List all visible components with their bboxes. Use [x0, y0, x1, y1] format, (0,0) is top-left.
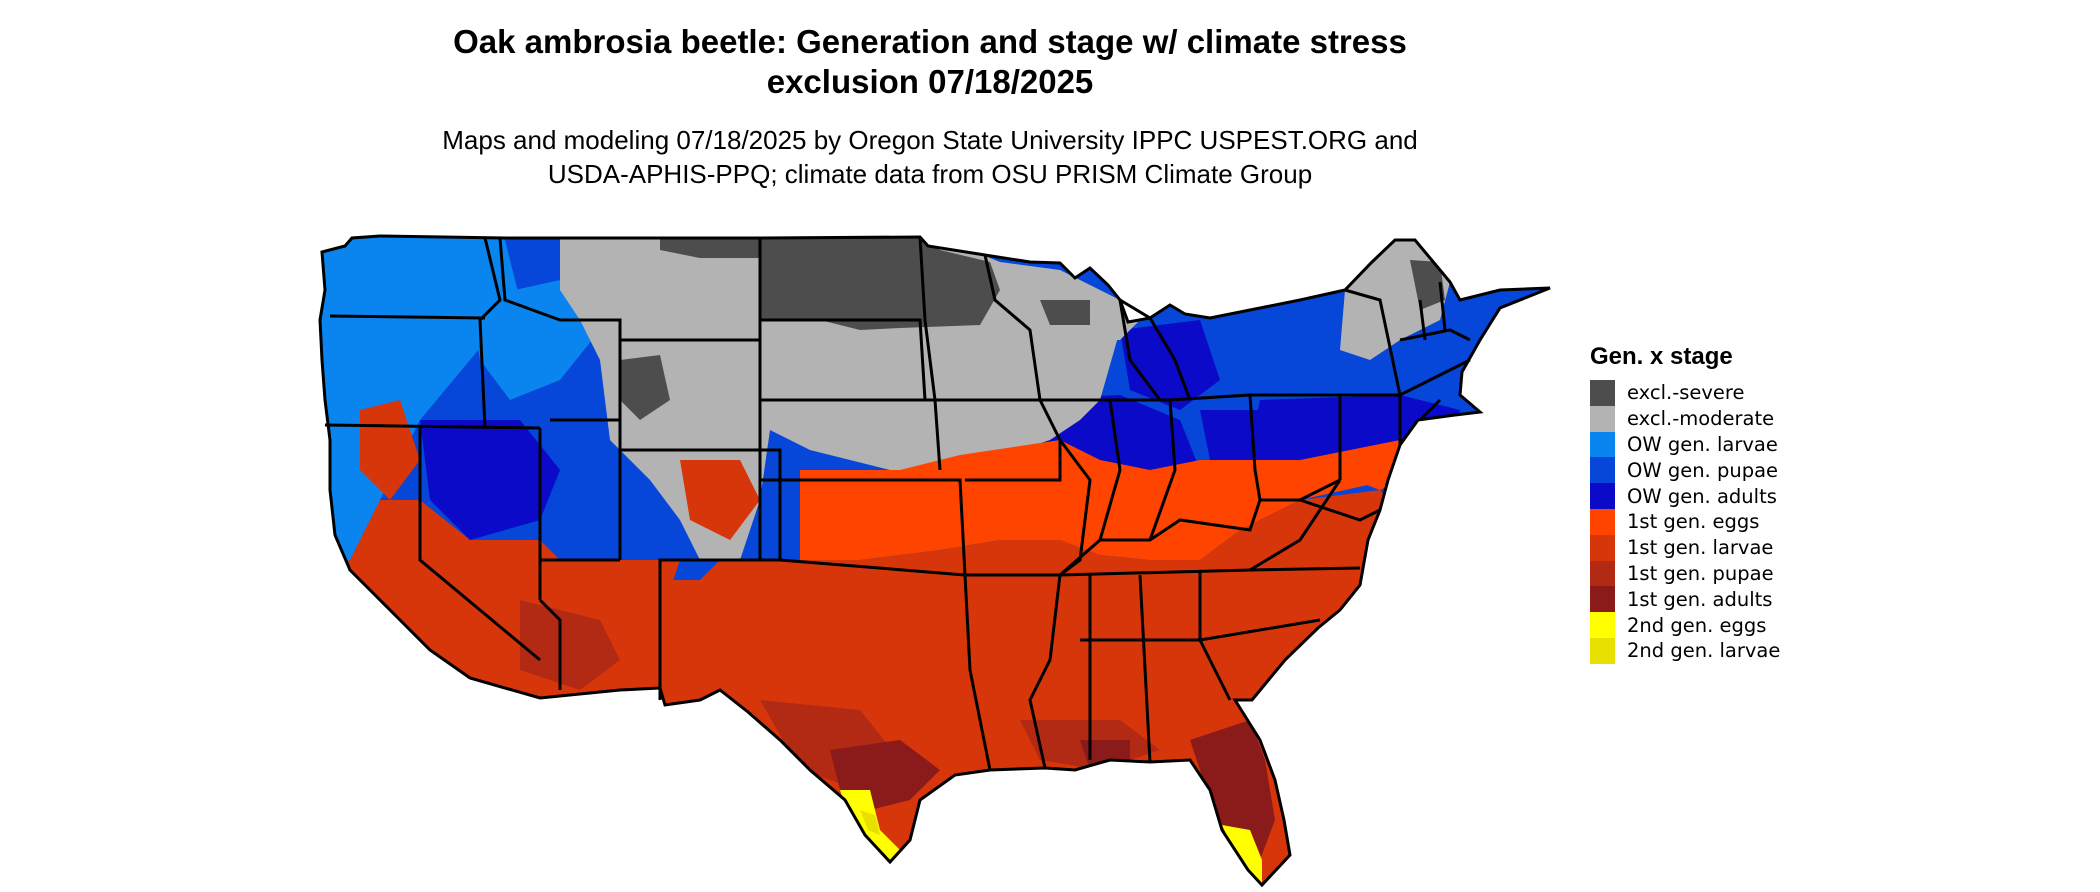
- legend-swatch: [1590, 508, 1615, 535]
- legend-label: excl.-severe: [1627, 381, 1745, 405]
- map-subtitle: Maps and modeling 07/18/2025 by Oregon S…: [330, 123, 1530, 191]
- legend-item: 1st gen. pupae: [1590, 560, 1890, 587]
- legend-label: 2nd gen. eggs: [1627, 613, 1767, 637]
- legend-items: excl.-severe excl.-moderate OW gen. larvae…: [1590, 380, 1890, 664]
- legend-label: 1st gen. pupae: [1627, 561, 1774, 585]
- legend-title: Gen. x stage: [1590, 343, 1733, 370]
- legend-label: OW gen. larvae: [1627, 432, 1778, 456]
- legend-item: 2nd gen. larvae: [1590, 637, 1890, 664]
- legend-item: 1st gen. larvae: [1590, 534, 1890, 561]
- legend-item: 2nd gen. eggs: [1590, 612, 1890, 638]
- legend-item: excl.-moderate: [1590, 405, 1890, 432]
- legend-swatch: [1590, 560, 1615, 587]
- stage-fill-layer: [320, 236, 1550, 885]
- legend-item: OW gen. pupae: [1590, 457, 1890, 484]
- state-boundaries: [318, 234, 1551, 888]
- title-line-2: exclusion 07/18/2025: [766, 63, 1094, 100]
- legend-label: OW gen. pupae: [1627, 458, 1779, 482]
- legend-swatch: [1590, 534, 1615, 561]
- map-title: Oak ambrosia beetle: Generation and stag…: [330, 22, 1530, 102]
- legend-item: 1st gen. adults: [1590, 586, 1890, 613]
- legend-item: 1st gen. eggs: [1590, 508, 1890, 535]
- subtitle-line-2: USDA-APHIS-PPQ; climate data from OSU PR…: [547, 159, 1313, 189]
- title-line-1: Oak ambrosia beetle: Generation and stag…: [453, 23, 1407, 60]
- legend-item: excl.-severe: [1590, 380, 1890, 406]
- legend-swatch: [1590, 405, 1615, 432]
- legend-label: 1st gen. larvae: [1627, 536, 1774, 560]
- legend-item: OW gen. larvae: [1590, 431, 1890, 458]
- legend-label: excl.-moderate: [1627, 407, 1775, 431]
- legend: Gen. x stage excl.-severe excl.-moderate O…: [1590, 342, 1890, 664]
- subtitle-line-1: Maps and modeling 07/18/2025 by Oregon S…: [442, 125, 1418, 155]
- legend-swatch: [1590, 586, 1615, 613]
- legend-swatch: [1590, 637, 1615, 664]
- legend-swatch: [1590, 380, 1615, 406]
- legend-label: 1st gen. eggs: [1627, 510, 1760, 534]
- legend-item: OW gen. adults: [1590, 483, 1890, 509]
- legend-swatch: [1590, 457, 1615, 484]
- legend-swatch: [1590, 431, 1615, 458]
- legend-swatch: [1590, 483, 1615, 509]
- legend-label: OW gen. adults: [1627, 484, 1777, 508]
- legend-label: 2nd gen. larvae: [1627, 639, 1781, 663]
- legend-label: 1st gen. adults: [1627, 587, 1773, 611]
- legend-swatch: [1590, 612, 1615, 638]
